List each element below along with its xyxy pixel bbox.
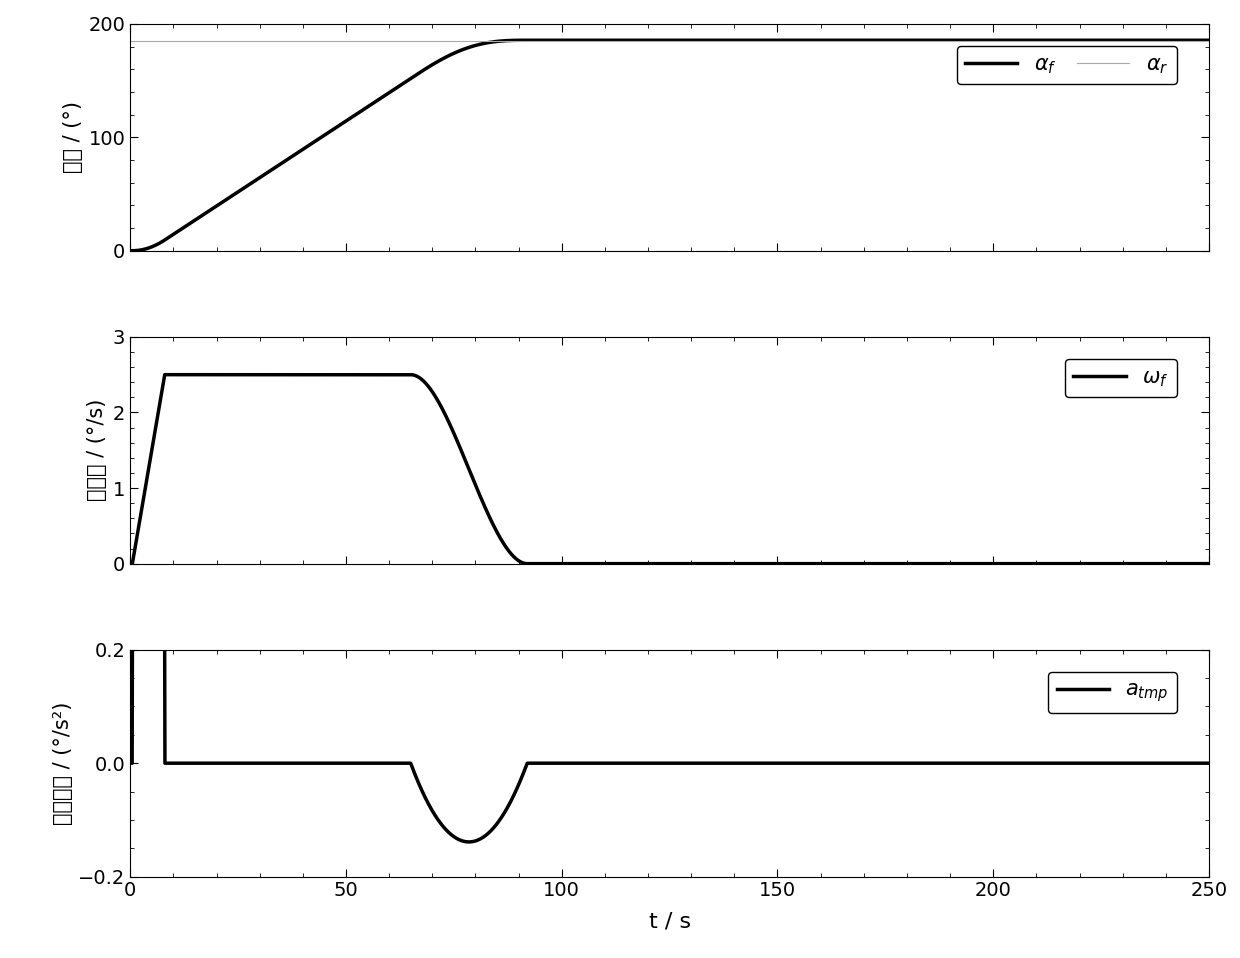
X-axis label: t / s: t / s: [649, 912, 691, 931]
Legend: $\alpha_f$, $\alpha_r$: $\alpha_f$, $\alpha_r$: [957, 46, 1177, 84]
Legend: $a_{tmp}$: $a_{tmp}$: [1048, 672, 1177, 713]
Y-axis label: 角度 / (°): 角度 / (°): [63, 102, 83, 173]
Y-axis label: 角速度 / (°/s): 角速度 / (°/s): [87, 399, 108, 501]
Legend: $\omega_f$: $\omega_f$: [1065, 358, 1177, 397]
Y-axis label: 角加速度 / (°/s²): 角加速度 / (°/s²): [52, 701, 72, 825]
